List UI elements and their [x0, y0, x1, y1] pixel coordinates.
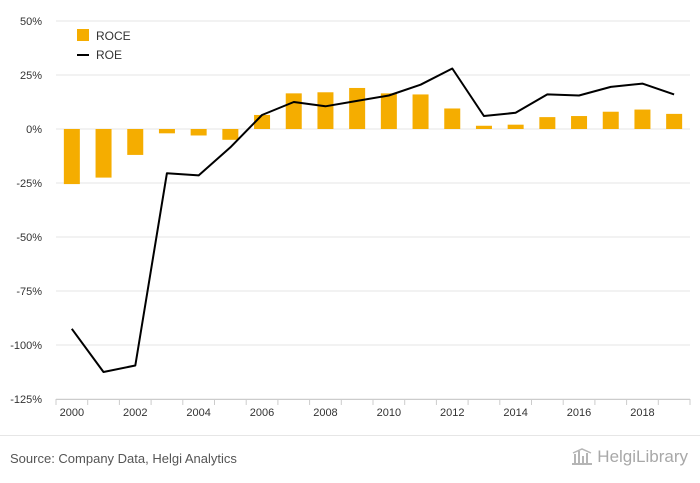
legend-roce-label: ROCE: [96, 29, 131, 43]
x-tick-label: 2008: [313, 407, 337, 419]
roce-bar: [571, 116, 588, 129]
roce-bar: [317, 92, 334, 129]
y-tick-label: -25%: [16, 178, 42, 190]
roce-bar: [539, 117, 556, 129]
x-tick-label: 2002: [123, 407, 147, 419]
roce-bar: [634, 109, 651, 129]
y-tick-label: -100%: [10, 340, 42, 352]
legend-roe-label: ROE: [96, 48, 122, 62]
roce-bar: [412, 94, 429, 129]
legend: ROCE ROE: [77, 29, 131, 62]
y-tick-label: -50%: [16, 232, 42, 244]
roce-bar: [95, 129, 112, 178]
roce-bar: [475, 125, 492, 129]
roce-bar: [349, 87, 366, 129]
x-tick-label: 2012: [440, 407, 464, 419]
roce-bar: [158, 129, 175, 134]
roce-bars: [63, 87, 683, 185]
library-building-icon: [572, 448, 593, 465]
roce-bar: [380, 93, 397, 129]
source-text: Source: Company Data, Helgi Analytics: [10, 451, 237, 466]
grid-lines: [56, 20, 690, 400]
roce-bar: [285, 93, 302, 129]
roce-bar: [507, 124, 524, 129]
x-tick-label: 2018: [630, 407, 654, 419]
roce-bar: [444, 108, 461, 129]
y-tick-label: -125%: [10, 394, 42, 406]
roe-line: [70, 67, 675, 373]
roce-bar: [63, 129, 80, 185]
x-tick-label: 2014: [503, 407, 527, 419]
y-tick-label: -75%: [16, 286, 42, 298]
roce-bar: [127, 129, 144, 155]
roce-bar: [602, 111, 619, 129]
roce-bar: [190, 129, 207, 136]
chart: 50%25%0%-25%-50%-75%-100%-125% 2000 2002 2…: [10, 16, 691, 419]
x-tick-label: 2004: [186, 407, 210, 419]
roe-line-layer: [70, 67, 675, 373]
x-axis-tick-labels: 2000 2002 2004 2006 2008 2010 2012 2014 2016 2018: [60, 407, 655, 419]
roce-bar: [666, 113, 683, 129]
legend-roce-swatch: [77, 29, 89, 41]
x-tick-label: 2000: [60, 407, 84, 419]
y-tick-label: 0%: [26, 124, 42, 136]
x-tick-label: 2010: [377, 407, 401, 419]
y-tick-label: 50%: [20, 16, 42, 28]
y-axis-tick-labels: 50% 25% 0% -25% -50% -75% -100% -125%: [10, 16, 42, 406]
x-axis: [55, 399, 691, 405]
brand-name: HelgiLibrary: [597, 447, 688, 466]
x-tick-label: 2016: [567, 407, 591, 419]
y-tick-label: 25%: [20, 70, 42, 82]
helgi-library-logo: HelgiLibrary: [571, 447, 688, 467]
roce-bar: [222, 129, 239, 140]
footer-divider: [0, 435, 700, 436]
x-tick-label: 2006: [250, 407, 274, 419]
